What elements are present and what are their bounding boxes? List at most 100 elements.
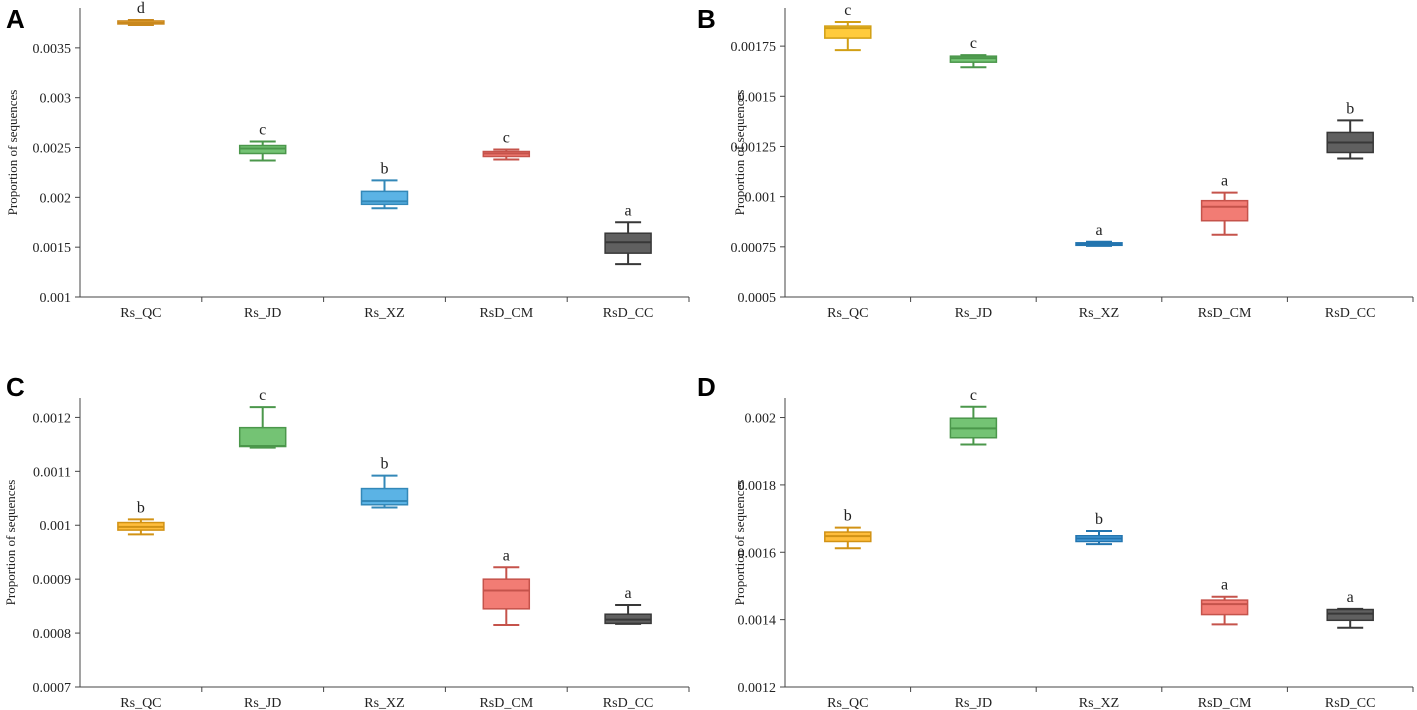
- x-tick-label: Rs_QC: [827, 696, 868, 710]
- x-tick-label: RsD_CC: [603, 306, 654, 321]
- x-tick-label: RsD_CC: [1325, 306, 1376, 321]
- significance-letter: b: [1095, 511, 1103, 528]
- significance-letter: c: [970, 387, 977, 404]
- y-axis-title: Proportion of sequences: [732, 480, 747, 606]
- x-tick-label: Rs_XZ: [1079, 306, 1119, 321]
- box-RsD_CM: a: [482, 547, 531, 626]
- iqr-box: [238, 426, 287, 448]
- significance-letter: b: [137, 499, 145, 516]
- panel-label: C: [6, 372, 25, 402]
- panel-B: B 0.0005 0.00075 0.001 0.00125 0.0015 0.00175 P…: [697, 2, 1414, 321]
- iqr-box: [1326, 608, 1374, 622]
- y-tick-label: 0.0009: [33, 573, 72, 588]
- x-tick-label: Rs_QC: [120, 696, 161, 710]
- significance-letter: c: [844, 2, 851, 19]
- panel-label: B: [697, 4, 716, 34]
- x-tick-label: Rs_JD: [244, 696, 281, 710]
- significance-letter: a: [503, 547, 510, 564]
- significance-letter: c: [970, 35, 977, 52]
- significance-letter: b: [844, 508, 852, 525]
- x-tick-label: RsD_CC: [603, 696, 654, 710]
- x-tick-label: RsD_CM: [479, 306, 533, 321]
- y-tick-label: 0.0016: [738, 546, 777, 561]
- y-tick-label: 0.0015: [738, 90, 777, 105]
- panel-C: C 0.0007 0.0008 0.0009 0.001 0.0011 0.0012 Prop…: [3, 372, 690, 710]
- iqr-box: [824, 25, 872, 39]
- box-RsD_CM: a: [1200, 577, 1249, 626]
- box-Rs_XZ: a: [1075, 222, 1123, 247]
- iqr-box: [949, 55, 998, 63]
- significance-letter: b: [381, 160, 389, 177]
- x-tick-label: Rs_JD: [955, 306, 992, 321]
- panel-A: A 0.001 0.0015 0.002 0.0025 0.003 0.0035 Propor…: [5, 0, 690, 321]
- iqr-box: [1200, 599, 1249, 616]
- box-RsD_CC: a: [1326, 589, 1374, 629]
- box-RsD_CM: c: [482, 130, 531, 161]
- y-tick-label: 0.001: [745, 191, 777, 206]
- x-tick-label: RsD_CM: [1198, 696, 1252, 710]
- y-axis-title: Proportion of sequences: [732, 90, 747, 216]
- x-tick-label: Rs_XZ: [1079, 696, 1119, 710]
- significance-letter: a: [1095, 222, 1102, 239]
- box-RsD_CC: a: [604, 585, 652, 625]
- y-tick-label: 0.00175: [731, 40, 777, 55]
- significance-letter: b: [1346, 100, 1354, 117]
- box-Rs_QC: d: [117, 0, 165, 26]
- box-Rs_QC: b: [117, 499, 165, 536]
- significance-letter: a: [625, 202, 632, 219]
- y-tick-label: 0.0012: [33, 411, 72, 426]
- significance-letter: a: [1221, 173, 1228, 190]
- y-tick-label: 0.0007: [33, 681, 72, 696]
- iqr-box: [360, 190, 409, 206]
- y-tick-label: 0.0015: [33, 241, 72, 256]
- significance-letter: c: [259, 387, 266, 404]
- x-tick-label: RsD_CC: [1325, 696, 1376, 710]
- box-RsD_CM: a: [1200, 173, 1249, 236]
- y-tick-label: 0.0018: [738, 479, 777, 494]
- box-Rs_JD: c: [238, 122, 287, 162]
- y-tick-label: 0.00125: [731, 140, 777, 155]
- y-tick-label: 0.002: [40, 191, 72, 206]
- iqr-box: [1200, 199, 1249, 222]
- x-tick-label: Rs_XZ: [364, 696, 404, 710]
- significance-letter: a: [625, 585, 632, 602]
- iqr-box: [482, 578, 531, 610]
- box-RsD_CC: b: [1326, 100, 1374, 160]
- y-tick-label: 0.003: [40, 92, 72, 107]
- iqr-box: [360, 487, 409, 506]
- y-axis-title: Proportion of sequences: [3, 480, 18, 606]
- y-tick-label: 0.0035: [33, 42, 72, 57]
- x-tick-label: Rs_QC: [120, 306, 161, 321]
- significance-letter: c: [503, 130, 510, 147]
- y-axis-title: Proportion of sequences: [5, 90, 20, 216]
- x-tick-label: RsD_CM: [1198, 306, 1252, 321]
- y-tick-label: 0.001: [40, 291, 72, 306]
- x-tick-label: Rs_QC: [827, 306, 868, 321]
- y-tick-label: 0.001: [40, 519, 72, 534]
- y-tick-label: 0.0014: [738, 614, 777, 629]
- box-Rs_JD: c: [238, 387, 287, 449]
- x-tick-label: Rs_XZ: [364, 306, 404, 321]
- significance-letter: a: [1347, 589, 1354, 606]
- x-tick-label: RsD_CM: [479, 696, 533, 710]
- panel-D: D 0.0012 0.0014 0.0016 0.0018 0.002 Proportion…: [697, 372, 1414, 710]
- significance-letter: d: [137, 0, 145, 17]
- y-tick-label: 0.0011: [33, 465, 71, 480]
- significance-letter: a: [1221, 577, 1228, 594]
- box-Rs_JD: c: [949, 35, 998, 69]
- y-tick-label: 0.002: [745, 412, 777, 427]
- panel-label: A: [6, 4, 25, 34]
- box-Rs_XZ: b: [360, 160, 409, 210]
- box-Rs_XZ: b: [1075, 511, 1123, 546]
- box-Rs_XZ: b: [360, 456, 409, 509]
- x-tick-label: Rs_JD: [955, 696, 992, 710]
- y-tick-label: 0.0008: [33, 627, 72, 642]
- box-RsD_CC: a: [604, 202, 652, 266]
- y-tick-label: 0.0025: [33, 142, 72, 157]
- box-Rs_QC: c: [824, 2, 872, 52]
- box-Rs_JD: c: [949, 387, 998, 446]
- panel-label: D: [697, 372, 716, 402]
- y-tick-label: 0.0012: [738, 681, 777, 696]
- box-Rs_QC: b: [824, 508, 872, 550]
